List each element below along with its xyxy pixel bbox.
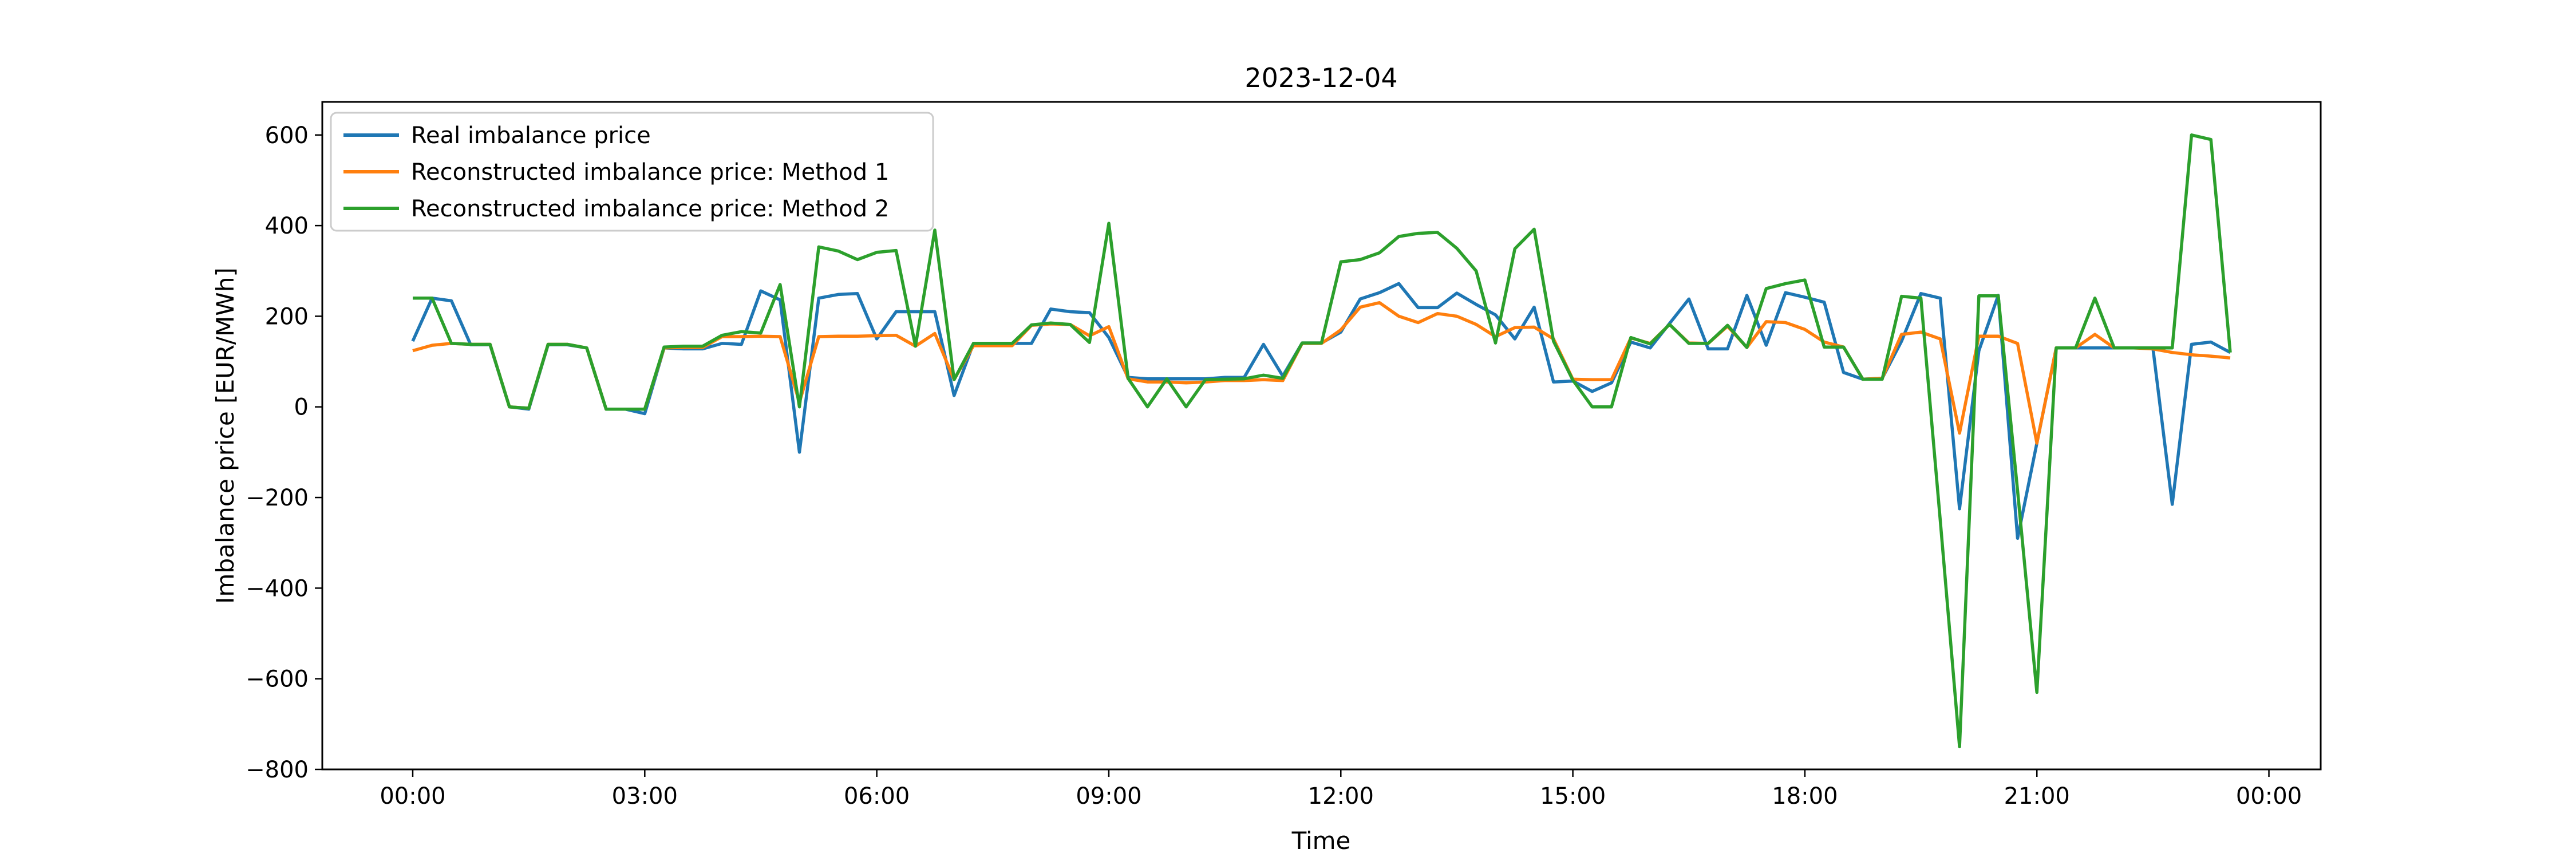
y-tick-label: 200	[265, 303, 309, 330]
legend-label-real-imbalance-price: Real imbalance price	[411, 123, 651, 149]
series-line-reconstructed-imbalance-price-method-1	[412, 301, 2231, 445]
plot-border	[321, 101, 2322, 771]
y-axis-label: Imbalance price [EUR/MWh]	[211, 267, 239, 604]
legend-label-method-1: Reconstructed imbalance price: Method 1	[411, 159, 889, 185]
legend-box	[330, 112, 934, 232]
series-line-reconstructed-imbalance-price-method-2	[413, 133, 2232, 749]
series-line-real-imbalance-price	[411, 282, 2231, 540]
y-tick-label: 400	[265, 213, 309, 239]
tick-layer: 00:00 03:00 06:00 09:00 12:00 15:00 18:00 21:00…	[246, 123, 2302, 809]
y-tick-label: −400	[246, 575, 309, 602]
x-tick-label: 15:00	[1540, 783, 1606, 809]
x-tick-label: 21:00	[2004, 783, 2070, 809]
x-tick-label: 09:00	[1076, 783, 1141, 809]
series-layer	[411, 133, 2232, 749]
x-tick-label: 18:00	[1772, 783, 1838, 809]
legend: Real imbalance price Reconstructed imbal…	[330, 112, 934, 232]
chart-title: 2023-12-04	[1244, 62, 1397, 93]
x-axis-label: Time	[1291, 827, 1351, 855]
y-tick-label: 0	[294, 394, 309, 421]
x-tick-label: 12:00	[1308, 783, 1374, 809]
x-tick-label: 00:00	[380, 783, 445, 809]
x-tick-label: 00:00	[2236, 783, 2302, 809]
y-tick-label: 600	[265, 123, 309, 149]
y-tick-label: −600	[246, 666, 309, 693]
legend-label-method-2: Reconstructed imbalance price: Method 2	[411, 196, 889, 222]
x-tick-label: 03:00	[612, 783, 678, 809]
x-tick-label: 06:00	[844, 783, 910, 809]
y-tick-label: −200	[246, 485, 309, 511]
y-tick-label: −800	[246, 757, 309, 783]
